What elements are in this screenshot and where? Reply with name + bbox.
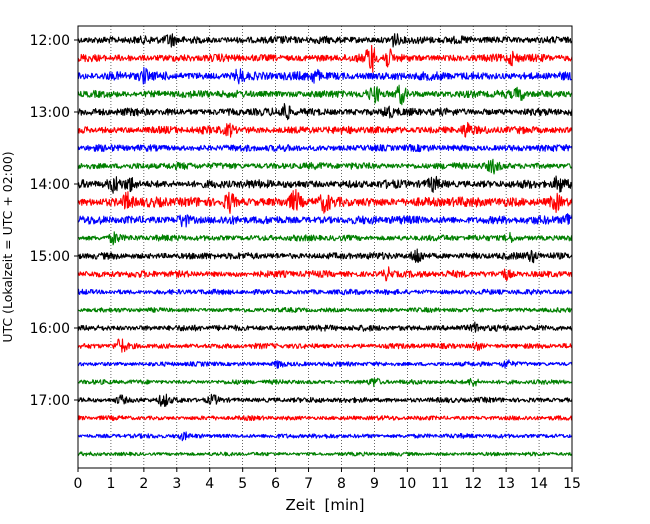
- y-axis: 12:00 13:00 14:00 15:00 16:00 17:00: [30, 33, 78, 409]
- x-tick-label: 13: [497, 476, 515, 492]
- trace-layer: [77, 33, 573, 457]
- y-tick-label: 16:00: [30, 321, 70, 337]
- trace-1315: [77, 121, 573, 138]
- trace-1615: [77, 338, 573, 353]
- y-tick-label: 15:00: [30, 249, 70, 265]
- trace-1730: [77, 431, 573, 442]
- y-tick-label: 17:00: [30, 393, 70, 409]
- x-tick-label: 3: [172, 476, 181, 492]
- trace-1745: [77, 451, 573, 457]
- trace-1715: [77, 415, 573, 421]
- x-tick-label: 2: [139, 476, 148, 492]
- trace-1545: [77, 307, 573, 313]
- x-tick-label: 10: [398, 476, 416, 492]
- x-tick-label: 0: [74, 476, 83, 492]
- x-tick-label: 5: [238, 476, 247, 492]
- plot-frame: [77, 25, 573, 469]
- x-tick-label: 4: [205, 476, 214, 492]
- x-tick-label: 11: [431, 476, 449, 492]
- x-tick-label: 15: [563, 476, 581, 492]
- trace-1500: [77, 248, 573, 264]
- x-tick-label: 9: [370, 476, 379, 492]
- trace-1245: [77, 84, 573, 106]
- y-tick-label: 12:00: [30, 33, 70, 49]
- x-tick-label: 1: [106, 476, 115, 492]
- trace-1445: [77, 231, 573, 246]
- trace-1530: [77, 288, 573, 296]
- x-axis-label: Zeit [min]: [285, 496, 364, 514]
- y-tick-label: 14:00: [30, 177, 70, 193]
- trace-1400: [77, 175, 573, 194]
- y-axis-label: UTC (Lokalzeit = UTC + 02:00): [0, 151, 15, 342]
- trace-1230: [77, 66, 573, 85]
- trace-1415: [77, 188, 573, 214]
- y-tick-label: 13:00: [30, 105, 70, 121]
- x-tick-label: 6: [271, 476, 280, 492]
- x-tick-label: 12: [464, 476, 482, 492]
- trace-1215: [77, 44, 573, 73]
- trace-1200: [77, 33, 573, 48]
- trace-1515: [77, 266, 573, 282]
- trace-1430: [77, 213, 573, 228]
- trace-1330: [77, 143, 573, 153]
- x-tick-label: 7: [304, 476, 313, 492]
- x-tick-label: 14: [530, 476, 548, 492]
- trace-1630: [77, 359, 573, 369]
- trace-1700: [77, 393, 573, 408]
- x-tick-label: 8: [337, 476, 346, 492]
- trace-1300: [77, 103, 573, 121]
- trace-1345: [77, 158, 573, 175]
- trace-1600: [77, 321, 573, 333]
- trace-1645: [77, 377, 573, 388]
- x-axis: 0 1 2 3 4 5 6 7 8 9 10 11 12 13 14 15: [74, 468, 581, 492]
